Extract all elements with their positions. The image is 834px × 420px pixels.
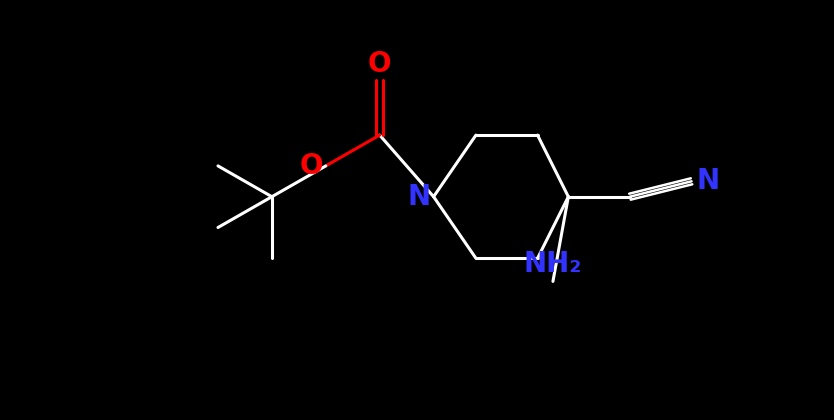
Text: N: N — [696, 167, 719, 195]
Text: O: O — [299, 152, 323, 180]
Text: N: N — [407, 183, 430, 211]
Text: O: O — [368, 50, 391, 78]
Text: NH₂: NH₂ — [524, 250, 582, 278]
